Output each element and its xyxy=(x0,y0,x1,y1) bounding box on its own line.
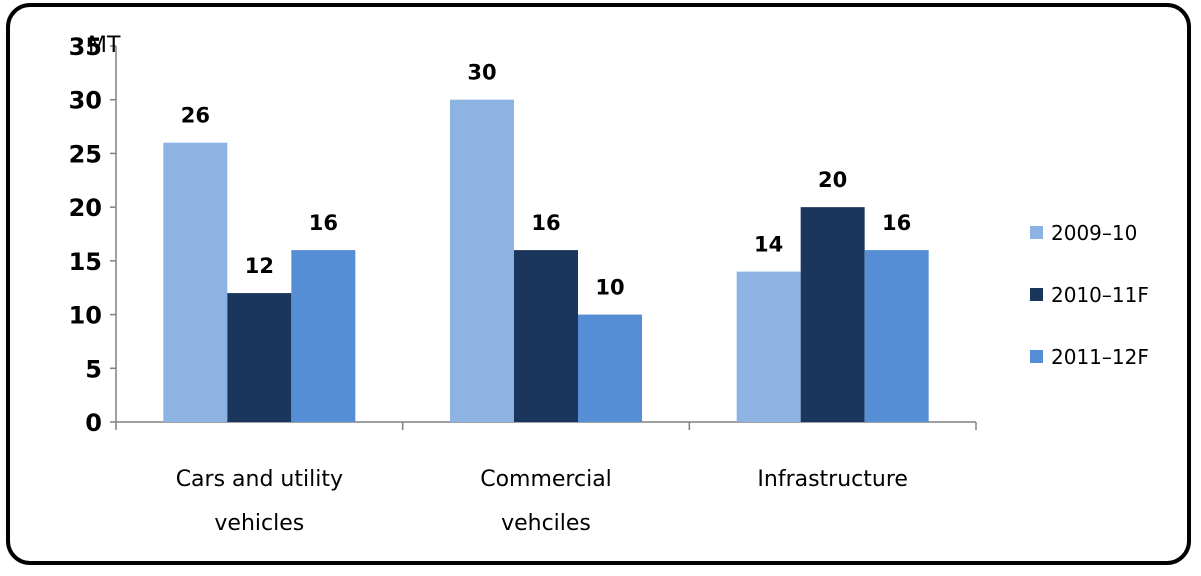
legend-swatch xyxy=(1030,350,1043,363)
bar xyxy=(291,250,356,422)
data-label: 12 xyxy=(245,254,274,278)
bar xyxy=(864,250,929,422)
category-label: Infrastructure xyxy=(757,467,908,492)
legend-swatch xyxy=(1030,226,1043,239)
y-tick-label: 35 xyxy=(69,33,102,61)
category-label: Cars and utility xyxy=(176,467,343,492)
y-tick-label: 0 xyxy=(85,409,102,437)
y-tick-label: 5 xyxy=(85,355,102,383)
bar xyxy=(736,271,801,422)
y-tick-label: 10 xyxy=(69,302,102,330)
data-label: 16 xyxy=(531,211,560,235)
y-tick-label: 15 xyxy=(69,248,102,276)
data-label: 30 xyxy=(467,61,496,85)
data-label: 14 xyxy=(754,233,783,257)
bar xyxy=(163,142,228,422)
legend-label: 2009–10 xyxy=(1051,221,1137,245)
bar xyxy=(227,293,292,422)
legend-label: 2010–11F xyxy=(1051,283,1149,307)
y-tick-label: 20 xyxy=(69,194,102,222)
legend-swatch xyxy=(1030,288,1043,301)
category-label: Commercial xyxy=(480,467,612,492)
legend-label: 2011–12F xyxy=(1051,345,1149,369)
bar xyxy=(450,99,514,422)
data-label: 26 xyxy=(181,104,210,128)
bar xyxy=(514,250,578,422)
data-label: 20 xyxy=(818,168,847,192)
data-label: 16 xyxy=(309,211,338,235)
y-unit-label: MT xyxy=(88,33,121,58)
y-tick-label: 25 xyxy=(69,140,102,168)
bar xyxy=(800,207,865,422)
category-label: vehicles xyxy=(214,511,304,536)
data-label: 16 xyxy=(882,211,911,235)
category-label: vehciles xyxy=(501,511,591,536)
bar xyxy=(578,314,642,422)
data-label: 10 xyxy=(595,276,624,300)
y-tick-label: 30 xyxy=(69,87,102,115)
